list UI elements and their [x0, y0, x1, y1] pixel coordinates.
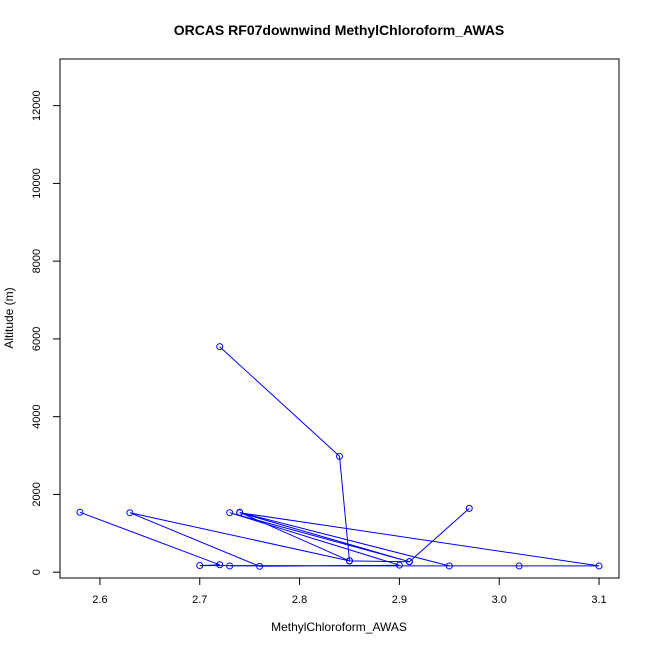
data-point [226, 509, 234, 517]
chart-title: ORCAS RF07downwind MethylChloroform_AWAS [174, 22, 505, 38]
x-tick-label: 3.1 [591, 594, 606, 606]
x-tick-label: 3.0 [492, 594, 507, 606]
data-point [445, 562, 453, 570]
data-point [216, 343, 224, 351]
plot-area [76, 343, 603, 570]
data-point [595, 562, 603, 570]
data-point [216, 561, 224, 569]
plot-frame [59, 58, 620, 579]
series-line [79, 511, 600, 567]
data-point [336, 452, 343, 460]
data-point [465, 504, 473, 512]
y-axis-label: Altitude (m) [2, 287, 16, 348]
x-tick-label: 2.9 [392, 594, 407, 606]
x-axis-label: MethylChloroform_AWAS [271, 620, 407, 634]
y-tick-label: 2000 [31, 482, 43, 506]
data-point [256, 562, 264, 570]
data-point [515, 562, 523, 570]
y-tick-label: 6000 [31, 327, 43, 351]
y-tick-label: 10000 [31, 168, 43, 199]
x-axis: 2.6 2.7 2.8 2.9 3.0 3.1 [92, 577, 607, 606]
data-point [405, 558, 413, 566]
data-point [395, 561, 403, 569]
data-point [76, 508, 84, 516]
data-point [226, 562, 234, 570]
y-tick-label: 8000 [31, 249, 43, 273]
y-tick-label: 4000 [31, 404, 43, 428]
y-axis: 0 2000 4000 6000 8000 10000 12000 [31, 90, 61, 575]
x-tick-label: 2.7 [192, 594, 207, 606]
x-tick-label: 2.8 [292, 594, 307, 606]
y-tick-label: 0 [31, 569, 43, 575]
series-line [219, 346, 470, 563]
data-point [345, 557, 353, 565]
data-point [126, 509, 134, 517]
data-point [236, 509, 244, 517]
y-tick-label: 12000 [31, 90, 43, 121]
x-tick-label: 2.6 [92, 594, 107, 606]
data-point [196, 562, 204, 570]
